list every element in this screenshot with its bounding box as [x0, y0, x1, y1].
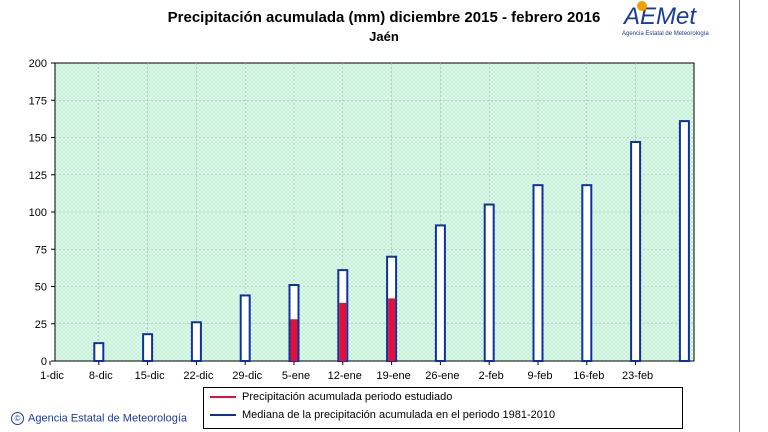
x-tick-label: 2-feb	[479, 370, 504, 382]
footer-credit: © Agencia Estatal de Meteorología	[11, 412, 187, 425]
logo-sun-icon	[637, 1, 647, 11]
legend-item-studied: Precipitación acumulada periodo estudiad…	[210, 391, 452, 403]
median-bar	[581, 184, 593, 362]
median-bar	[483, 203, 495, 362]
window-border	[739, 0, 740, 432]
chart-subtitle: Jaén	[369, 29, 399, 44]
x-tick-label: 15-dic	[135, 370, 165, 382]
y-tick-label: 100	[29, 207, 47, 219]
legend-swatch-studied	[210, 396, 236, 399]
median-bar	[239, 294, 251, 362]
logo-caption: Agencia Estatal de Meteorología	[622, 31, 709, 37]
plot-area	[54, 62, 695, 362]
legend-label-studied: Precipitación acumulada periodo estudiad…	[242, 391, 453, 403]
x-axis: 1-dic 8-dic 15-dic 22-dic 29-dic 5-ene 12-ene 1…	[40, 361, 653, 382]
x-tick-label: 29-dic	[232, 370, 262, 382]
legend-swatch-median	[210, 414, 236, 417]
x-tick-label: 19-ene	[376, 370, 410, 382]
copyright-icon: ©	[11, 412, 24, 425]
median-bar	[93, 342, 105, 362]
y-tick-label: 125	[29, 170, 47, 182]
studied-bar	[388, 298, 396, 361]
x-tick-label: 12-ene	[328, 370, 362, 382]
footer-text: Agencia Estatal de Meteorología	[28, 412, 187, 425]
logo-brand: AEMet	[622, 3, 697, 30]
x-tick-label: 22-dic	[183, 370, 213, 382]
median-bar	[142, 333, 154, 362]
studied-bar	[290, 319, 298, 361]
x-tick-label: 26-ene	[425, 370, 459, 382]
y-axis: 0 25 50 75 100 125 150 175 200	[29, 58, 55, 368]
y-tick-label: 50	[35, 282, 47, 294]
x-tick-label: 16-feb	[573, 370, 604, 382]
aemet-logo: AEMet	[622, 1, 697, 30]
median-bar	[532, 184, 544, 362]
y-tick-label: 150	[29, 133, 47, 145]
legend: Precipitación acumulada periodo estudiad…	[203, 387, 683, 429]
x-tick-label: 8-dic	[89, 370, 113, 382]
x-tick-label: 5-ene	[282, 370, 310, 382]
x-tick-label: 9-feb	[527, 370, 552, 382]
median-bar	[678, 120, 690, 362]
y-tick-label: 200	[29, 58, 47, 70]
legend-label-median: Mediana de la precipitación acumulada en…	[242, 409, 556, 421]
y-tick-label: 175	[29, 95, 47, 107]
x-tick-label: 1-dic	[40, 370, 64, 382]
y-tick-label: 0	[41, 356, 47, 368]
legend-item-median: Mediana de la precipitación acumulada en…	[210, 409, 555, 421]
y-tick-label: 25	[35, 319, 47, 331]
median-bar	[630, 140, 642, 362]
y-tick-label: 75	[35, 244, 47, 256]
studied-bars	[290, 298, 396, 361]
chart-title: Precipitación acumulada (mm) diciembre 2…	[167, 9, 601, 26]
median-bar	[434, 224, 446, 362]
x-tick-label: 23-feb	[622, 370, 653, 382]
studied-bar	[339, 302, 347, 361]
median-bar	[190, 321, 202, 363]
